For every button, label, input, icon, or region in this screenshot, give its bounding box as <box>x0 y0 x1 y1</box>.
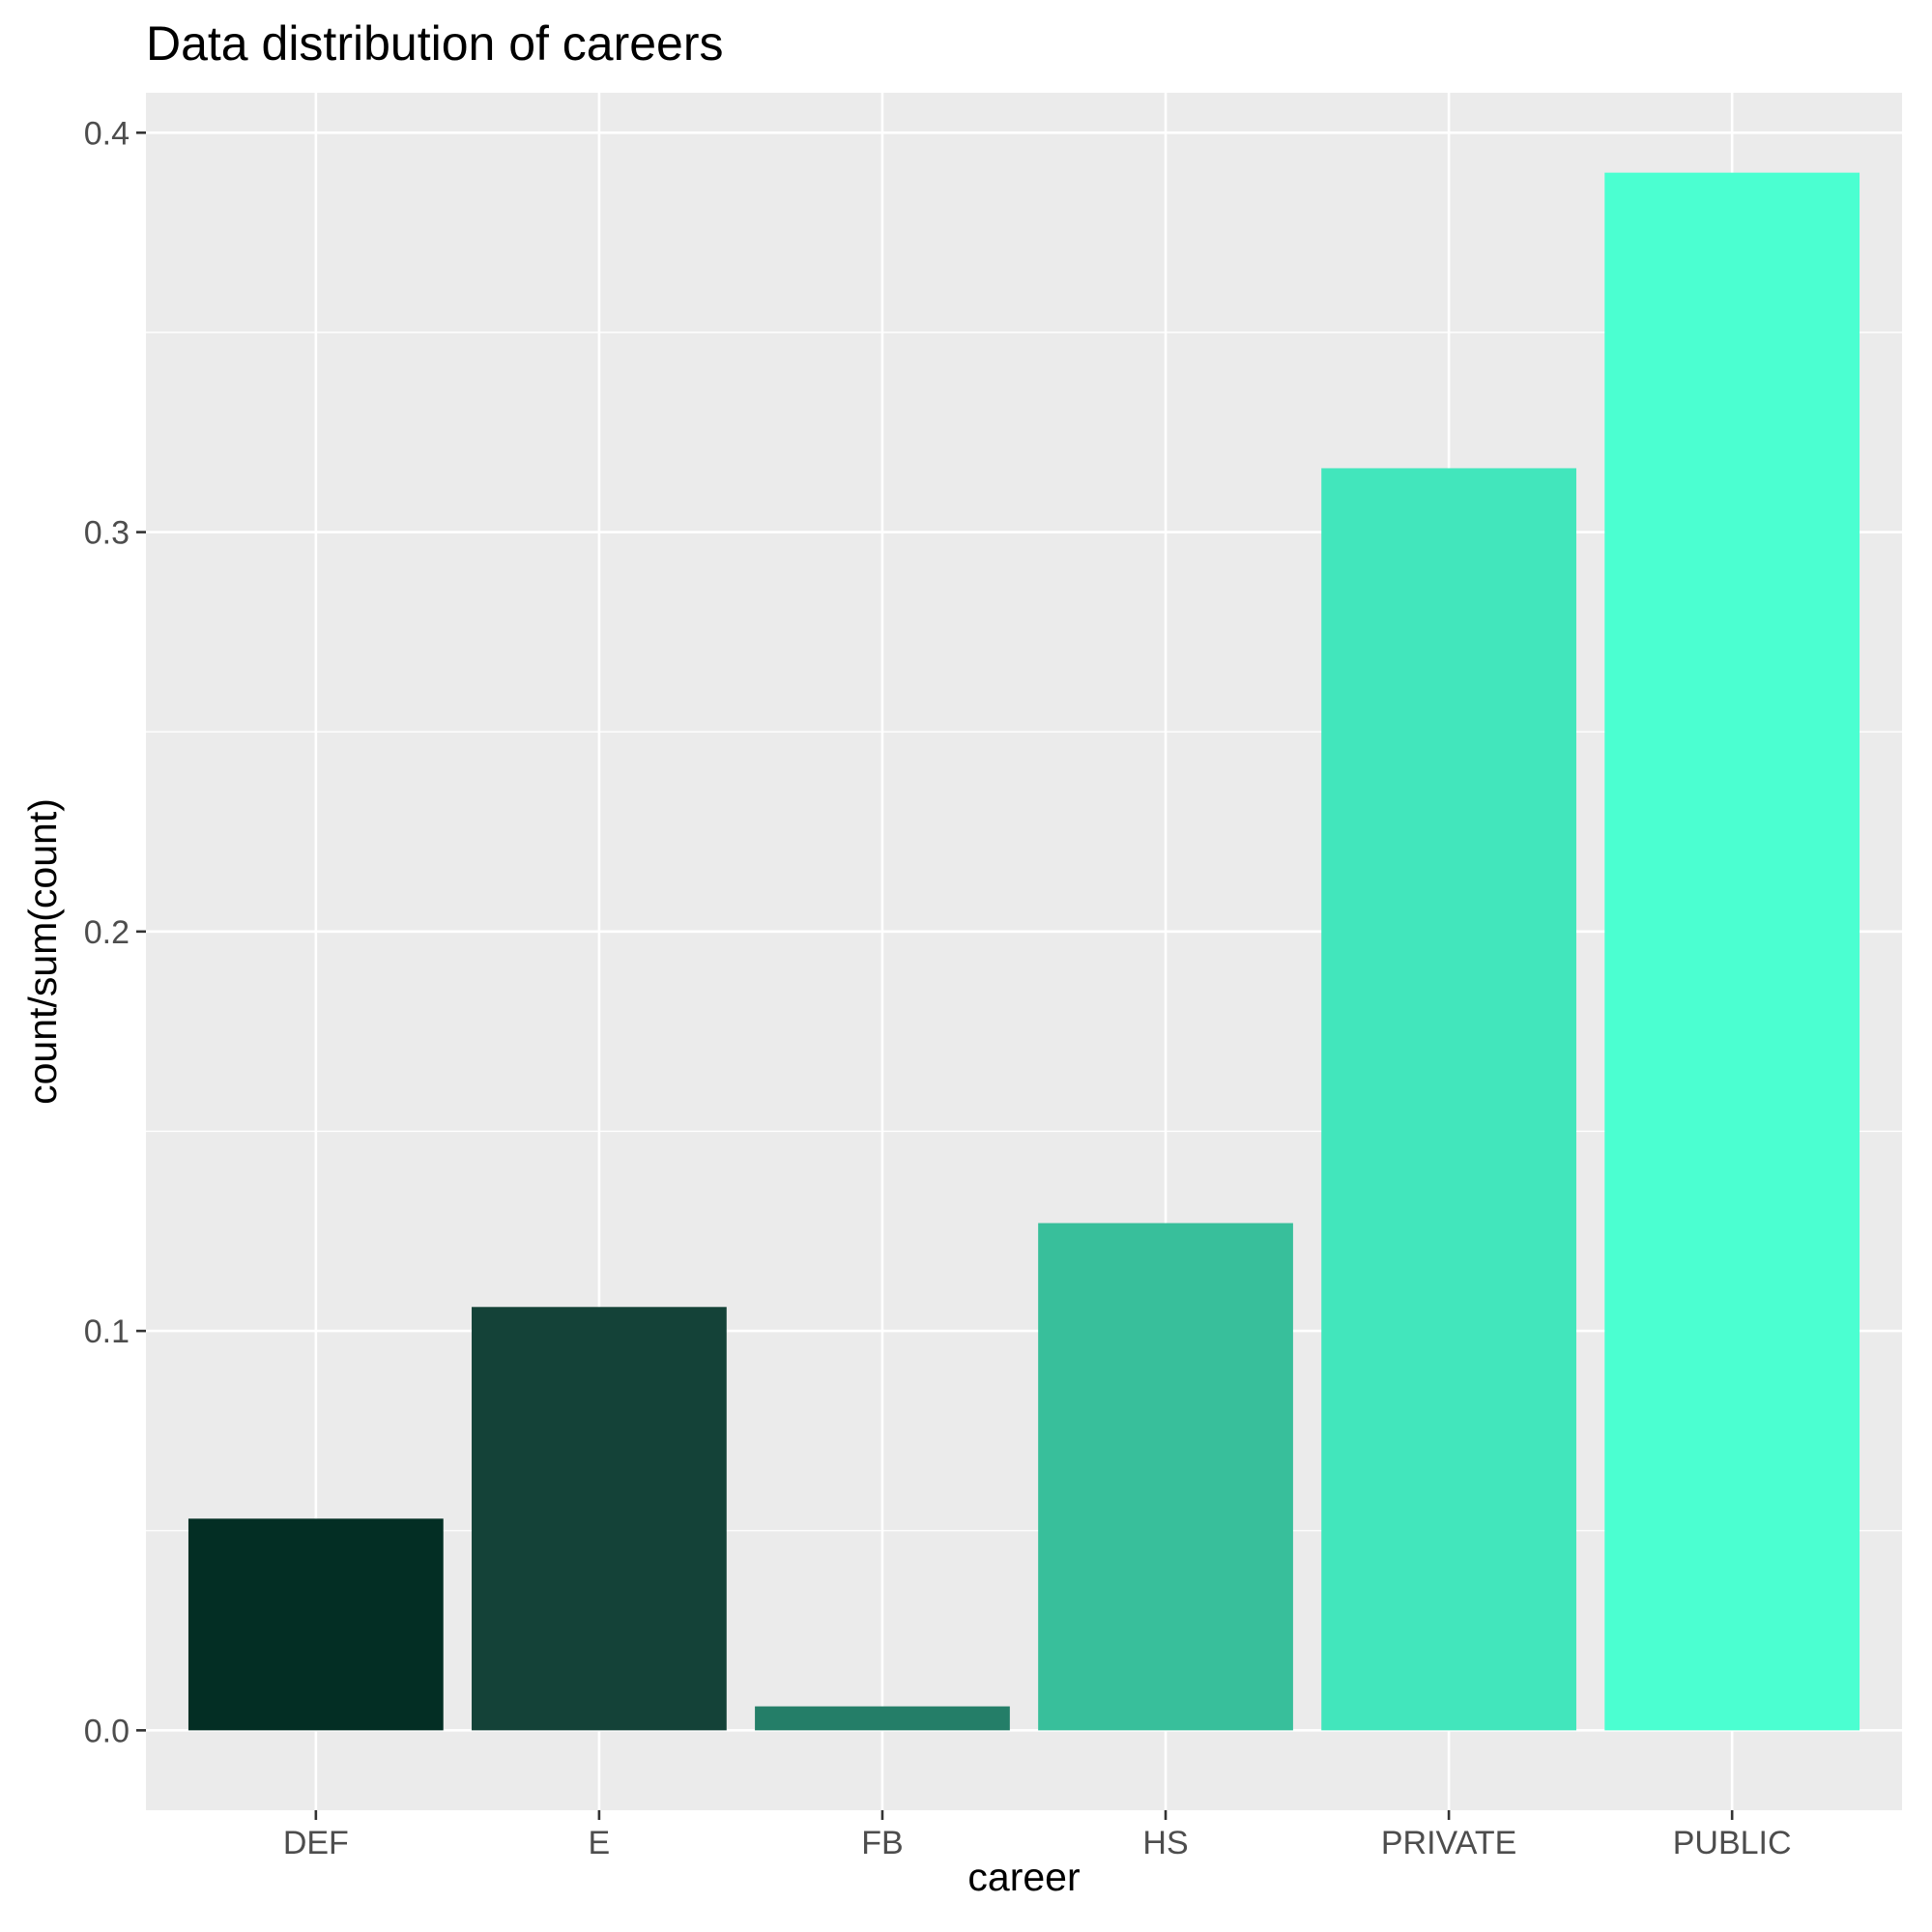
x-tick-label: FB <box>861 1825 903 1861</box>
x-tick-label: PRIVATE <box>1381 1825 1516 1861</box>
y-tick-label: 0.4 <box>84 115 130 152</box>
chart-title: Data distribution of careers <box>146 16 724 71</box>
x-tick-label: PUBLIC <box>1673 1825 1792 1861</box>
y-tick-label: 0.1 <box>84 1313 130 1350</box>
bar-private <box>1321 468 1576 1731</box>
bar-public <box>1604 172 1860 1731</box>
x-axis: DEF E FB HS PRIVATE PUBLIC <box>283 1810 1792 1861</box>
x-axis-title: career <box>967 1855 1080 1899</box>
x-tick-label: DEF <box>283 1825 349 1861</box>
y-tick-label: 0.2 <box>84 914 130 951</box>
y-axis: 0.0 0.1 0.2 0.3 0.4 <box>84 115 146 1749</box>
bar-fb <box>755 1706 1010 1731</box>
bar-def <box>187 1518 444 1731</box>
y-axis-title: count/sum(count) <box>20 798 65 1105</box>
x-tick-label: HS <box>1142 1825 1188 1861</box>
bars <box>187 172 1860 1731</box>
y-tick-label: 0.3 <box>84 515 130 552</box>
y-tick-label: 0.0 <box>84 1713 130 1749</box>
x-tick-label: E <box>589 1825 611 1861</box>
bar-e <box>472 1307 727 1731</box>
bar-hs <box>1038 1223 1293 1731</box>
